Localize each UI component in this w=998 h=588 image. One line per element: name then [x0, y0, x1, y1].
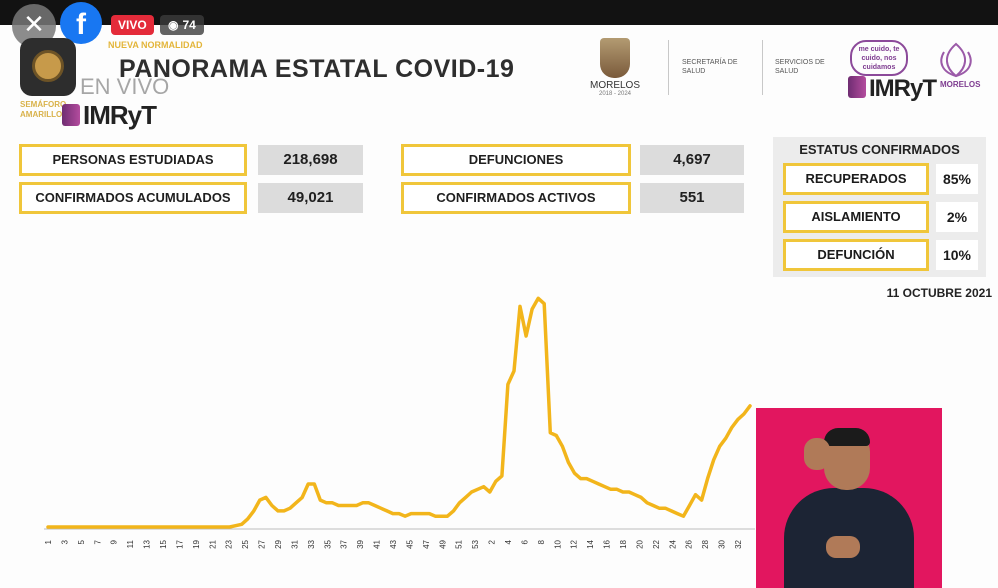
- stat-value-defunciones: 4,697: [640, 145, 744, 175]
- facebook-icon: f: [76, 8, 86, 41]
- x-axis-ticks: 1 3 5 7 9 11 13 15 17 19 21 23 25 27 29 31 33 35 37 39 41 43 4…: [44, 539, 743, 548]
- interpreter-hand: [804, 438, 830, 470]
- x-tick-label: 43: [389, 539, 398, 548]
- x-tick-label: 4: [504, 539, 513, 544]
- interpreter-hand: [826, 536, 860, 558]
- close-icon: ✕: [23, 10, 45, 40]
- x-tick-label: 29: [274, 539, 283, 548]
- imryt-mark-icon: [62, 104, 80, 126]
- x-tick-label: 23: [225, 539, 234, 548]
- x-tick-label: 28: [701, 539, 710, 548]
- x-tick-label: 30: [718, 539, 727, 548]
- sign-language-interpreter: [756, 408, 942, 588]
- x-tick-label: 32: [734, 539, 743, 548]
- status-value-recuperados: 85%: [936, 164, 978, 194]
- x-tick-label: 27: [258, 539, 267, 548]
- x-tick-label: 49: [438, 539, 447, 548]
- status-label-recuperados: RECUPERADOS: [783, 163, 929, 195]
- x-tick-label: 39: [356, 539, 365, 548]
- x-tick-label: 10: [553, 539, 562, 548]
- stat-label-confirmados-activos: CONFIRMADOS ACTIVOS: [401, 182, 631, 214]
- page-title: PANORAMA ESTATAL COVID-19: [119, 55, 515, 83]
- me-cuido-logo: me cuido, te cuido, nos cuidamos: [850, 40, 908, 76]
- stat-label-personas-estudiadas: PERSONAS ESTUDIADAS: [19, 144, 247, 176]
- x-tick-label: 47: [422, 539, 431, 548]
- morelos-brand-label: MORELOS: [940, 80, 981, 89]
- stat-label-defunciones: DEFUNCIONES: [401, 144, 631, 176]
- stat-label-confirmados-acumulados: CONFIRMADOS ACUMULADOS: [19, 182, 247, 214]
- x-tick-label: 9: [110, 539, 119, 544]
- x-tick-label: 37: [340, 539, 349, 548]
- stat-value-confirmados-activos: 551: [640, 183, 744, 213]
- x-tick-label: 18: [619, 539, 628, 548]
- x-tick-label: 16: [603, 539, 612, 548]
- status-label-aislamiento: AISLAMIENTO: [783, 201, 929, 233]
- x-tick-label: 19: [192, 539, 201, 548]
- x-tick-label: 14: [586, 539, 595, 548]
- servicios-label: SERVICIOS DE SALUD: [775, 59, 825, 75]
- flower-logo-icon: [940, 42, 972, 78]
- status-title: ESTATUS CONFIRMADOS: [799, 142, 960, 157]
- x-tick-label: 31: [290, 539, 299, 548]
- x-tick-label: 6: [520, 539, 529, 544]
- x-tick-label: 22: [652, 539, 661, 548]
- en-vivo-watermark: EN VIVO: [80, 74, 170, 99]
- semaforo-logo: [20, 38, 76, 96]
- status-value-aislamiento: 2%: [936, 202, 978, 232]
- x-tick-label: 2: [488, 539, 497, 544]
- series-line: [46, 296, 752, 529]
- eye-icon: ◉: [168, 18, 179, 32]
- nueva-normalidad-label: NUEVA NORMALIDAD: [108, 40, 203, 50]
- morelos-shield-icon: [600, 38, 630, 78]
- x-tick-label: 7: [93, 539, 102, 544]
- cases-line-chart: 1 3 5 7 9 11 13 15 17 19 21 23 25 27 29 31 33 35 37 39 41 43 4…: [44, 296, 755, 549]
- x-tick-label: 20: [635, 539, 644, 548]
- status-panel: ESTATUS CONFIRMADOS RECUPERADOS 85% AISL…: [773, 137, 986, 277]
- x-tick-label: 5: [77, 539, 86, 544]
- x-tick-label: 11: [126, 539, 135, 548]
- viewer-count-badge: ◉ 74: [160, 15, 204, 35]
- x-tick-label: 51: [455, 539, 464, 548]
- x-tick-label: 26: [685, 539, 694, 548]
- facebook-button[interactable]: f: [60, 2, 102, 44]
- viewer-count: 74: [182, 18, 196, 32]
- x-tick-label: 53: [471, 539, 480, 548]
- semaforo-label: SEMÁFORO AMARILLO: [20, 100, 67, 119]
- imryt-logo-right: IMRyT: [848, 75, 937, 103]
- x-tick-label: 24: [668, 539, 677, 548]
- x-tick-label: 8: [537, 539, 546, 544]
- live-badge: VIVO: [111, 15, 154, 35]
- x-tick-label: 3: [60, 539, 69, 544]
- x-tick-label: 41: [373, 539, 382, 548]
- header-divider: [762, 40, 763, 95]
- stat-value-confirmados-acumulados: 49,021: [258, 183, 363, 213]
- x-tick-label: 45: [405, 539, 414, 548]
- report-date: 11 OCTUBRE 2021: [886, 286, 992, 300]
- status-value-defuncion: 10%: [936, 240, 978, 270]
- x-tick-label: 17: [175, 539, 184, 548]
- x-tick-label: 35: [323, 539, 332, 548]
- x-tick-label: 1: [44, 539, 53, 544]
- imryt-mark-icon: [848, 76, 866, 98]
- x-tick-label: 25: [241, 539, 250, 548]
- x-tick-label: 15: [159, 539, 168, 548]
- secretaria-label: SECRETARÍA DE SALUD: [682, 59, 738, 75]
- x-tick-label: 21: [208, 539, 217, 548]
- header-divider: [668, 40, 669, 95]
- stat-value-personas-estudiadas: 218,698: [258, 145, 363, 175]
- x-tick-label: 33: [307, 539, 316, 548]
- morelos-logo: MORELOS 2018 - 2024: [585, 38, 645, 97]
- x-tick-label: 13: [143, 539, 152, 548]
- x-tick-label: 12: [570, 539, 579, 548]
- status-label-defuncion: DEFUNCIÓN: [783, 239, 929, 271]
- imryt-logo-left: IMRyT: [62, 100, 157, 131]
